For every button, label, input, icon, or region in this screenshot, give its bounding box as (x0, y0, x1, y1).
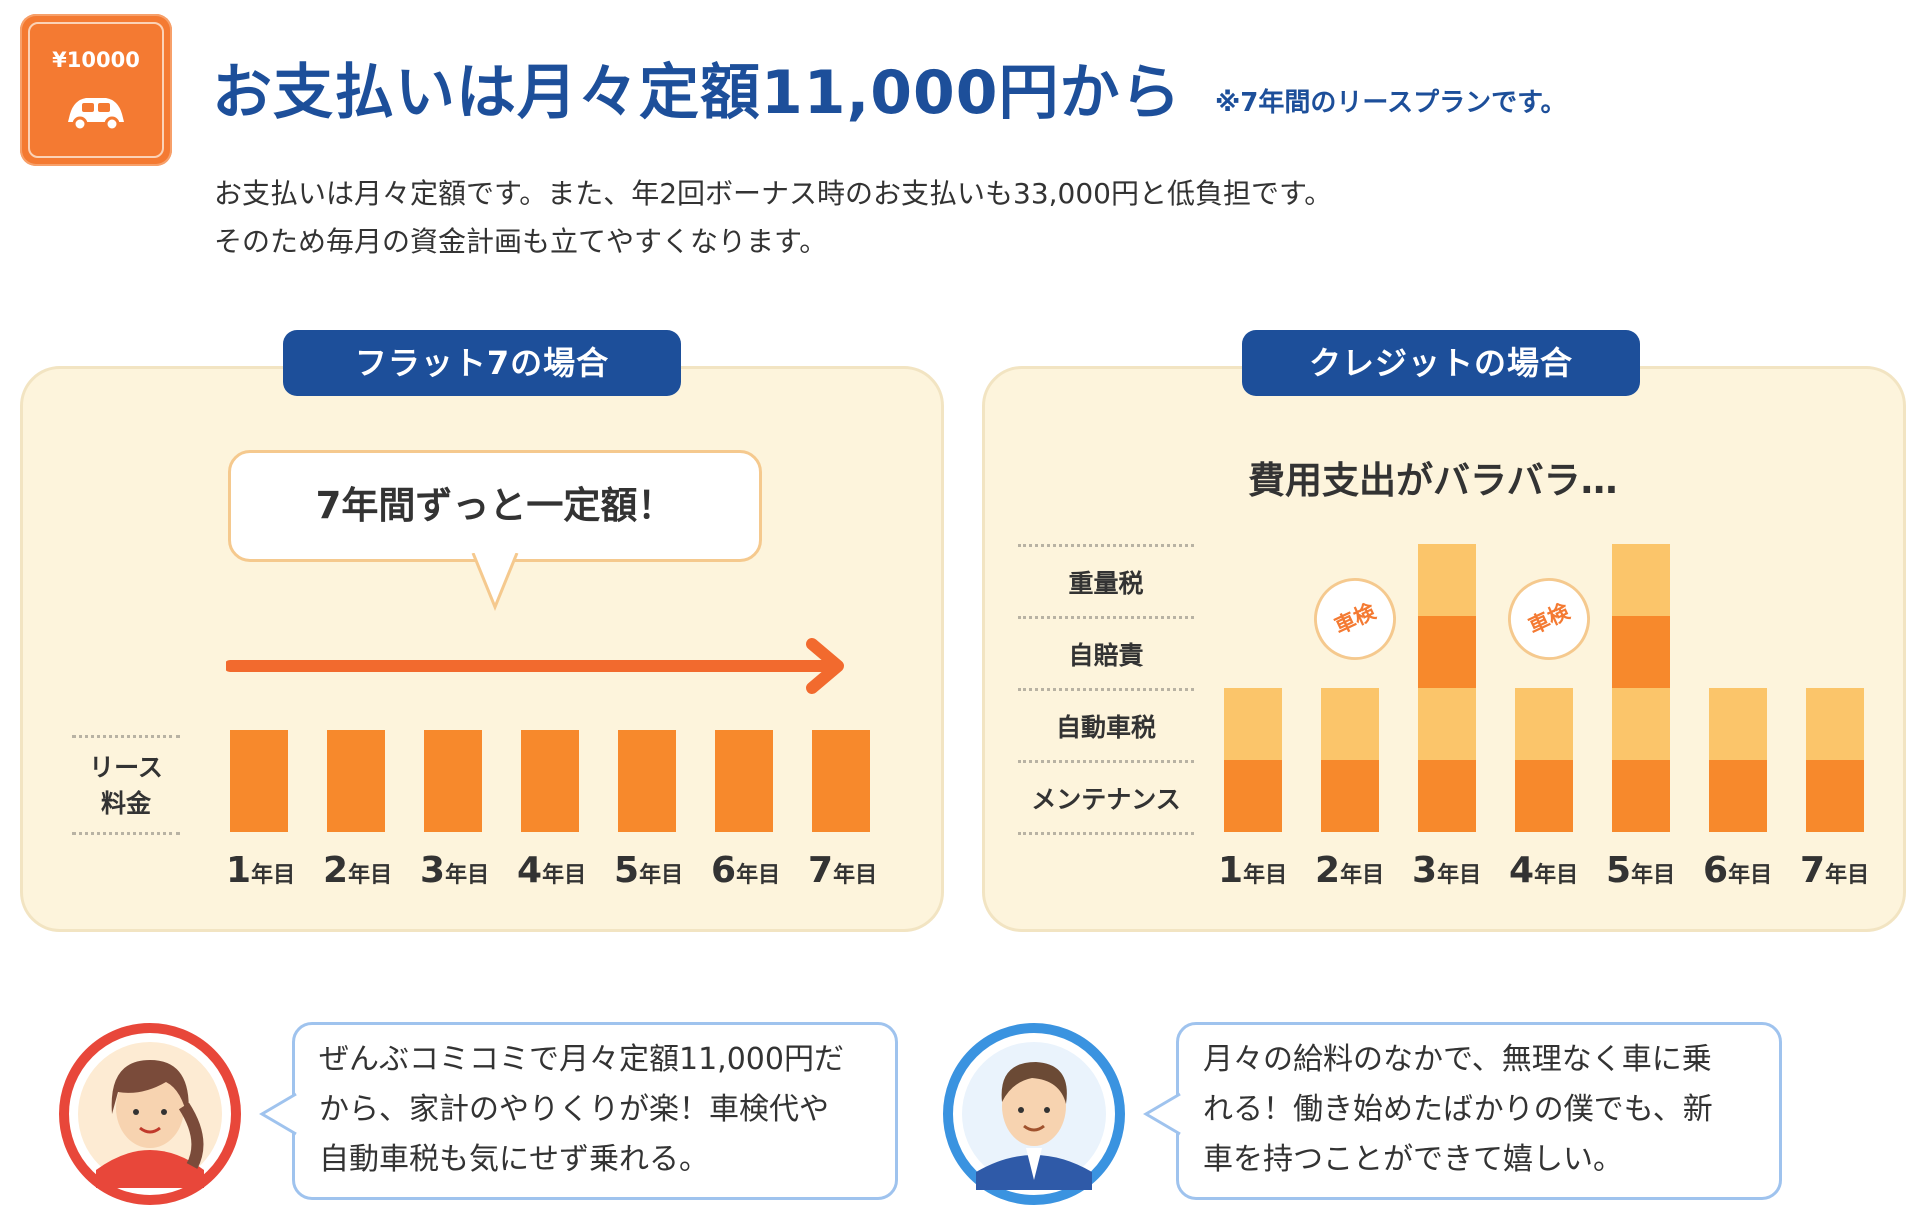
credit-bar-2-seg-2 (1321, 688, 1379, 760)
credit-row-label-2: 自賠責 (1068, 641, 1144, 670)
flat7-speech-bubble: 7年間ずっと一定額！ (228, 450, 762, 562)
credit-bar-5-seg-3 (1612, 616, 1670, 688)
credit-bar-7-seg-2 (1806, 688, 1864, 760)
car-icon (68, 98, 124, 132)
man-avatar (943, 1023, 1125, 1205)
credit-title: 費用支出がバラバラ… (1248, 459, 1618, 502)
flat7-year-label-5: 5年目 (614, 850, 684, 891)
testimonial-2-line-1: 月々の給料のなかで、無理なく車に乗 (1203, 1042, 1712, 1077)
bubble-tail-2 (1143, 1092, 1181, 1136)
credit-row-label-1: 重量税 (1068, 569, 1144, 598)
bubble-tail (471, 553, 519, 611)
headline-note: ※7年間のリースプランです。 (1215, 88, 1567, 118)
credit-bar-2-seg-1 (1321, 760, 1379, 832)
credit-row-label-3: 自動車税 (1055, 713, 1156, 742)
lease-fee-label-line-1: リース (89, 753, 163, 782)
lead-line-2: そのため毎月の資金計画も立てやすくなります。 (214, 225, 828, 258)
lease-fee-bar-7 (812, 730, 870, 832)
lease-fee-bar-2 (327, 730, 385, 832)
credit-divider-2 (1018, 688, 1194, 691)
flat7-year-axis: 1年目 2年目 3年目 4年目 5年目 6年目 7年目 (0, 850, 960, 900)
lease-fee-label-line-2: 料金 (100, 789, 151, 818)
lease-fee-bar-1 (230, 730, 288, 832)
logo-text: ¥10000 (52, 48, 140, 72)
credit-bar-3-seg-3 (1418, 616, 1476, 688)
woman-avatar (59, 1023, 241, 1205)
lease-fee-label: リース 料金 (72, 750, 180, 822)
page-headline: お支払いは月々定額11,000円から (212, 58, 1182, 128)
lease-fee-bar-5 (618, 730, 676, 832)
testimonial-1-line-1: ぜんぶコミコミで月々定額11,000円だ (319, 1042, 844, 1077)
yen-car-logo: ¥10000 (20, 14, 172, 166)
bubble-tail-1 (259, 1092, 297, 1136)
credit-divider-1 (1018, 616, 1194, 619)
credit-bar-1-seg-1 (1224, 760, 1282, 832)
credit-divider-0 (1018, 544, 1194, 547)
credit-row-labels: 重量税自賠責自動車税メンテナンス (1018, 540, 1194, 840)
testimonial-bubble-1: ぜんぶコミコミで月々定額11,000円だ から、家計のやりくりが楽！車検代や 自… (292, 1022, 898, 1200)
credit-year-label-2: 2年目 (1315, 850, 1385, 891)
flat7-tab: フラット7の場合 (283, 330, 681, 396)
lead-line-1: お支払いは月々定額です。また、年2回ボーナス時のお支払いも33,000円と低負担… (214, 177, 1333, 210)
credit-bar-5-seg-1 (1612, 760, 1670, 832)
credit-year-label-3: 3年目 (1412, 850, 1482, 891)
credit-year-label-4: 4年目 (1509, 850, 1579, 891)
credit-bar-3-seg-1 (1418, 760, 1476, 832)
credit-tab: クレジットの場合 (1242, 330, 1640, 396)
credit-bar-5-seg-4 (1612, 544, 1670, 616)
testimonial-2-line-2: れる！働き始めたばかりの僕でも、新 (1203, 1092, 1713, 1127)
flat7-divider-top (72, 735, 180, 738)
lease-fee-bar-3 (424, 730, 482, 832)
testimonial-bubble-2: 月々の給料のなかで、無理なく車に乗 れる！働き始めたばかりの僕でも、新 車を持つ… (1176, 1022, 1782, 1200)
testimonial-2-line-3: 車を持つことができて嬉しい。 (1203, 1142, 1623, 1177)
flat7-year-label-4: 4年目 (517, 850, 587, 891)
credit-year-axis: 1年目 2年目 3年目 4年目 5年目 6年目 7年目 (960, 850, 1920, 900)
flat7-year-label-7: 7年目 (808, 850, 878, 891)
credit-bar-5-seg-2 (1612, 688, 1670, 760)
credit-bar-4-seg-1 (1515, 760, 1573, 832)
credit-bar-3-seg-2 (1418, 688, 1476, 760)
credit-bar-7-seg-1 (1806, 760, 1864, 832)
credit-bar-3-seg-4 (1418, 544, 1476, 616)
credit-divider-3 (1018, 760, 1194, 763)
credit-bar-chart (1224, 544, 1864, 832)
flat7-year-label-1: 1年目 (226, 850, 296, 891)
lease-fee-bar-6 (715, 730, 773, 832)
testimonial-1-line-2: から、家計のやりくりが楽！車検代や (319, 1092, 829, 1127)
credit-year-label-6: 6年目 (1703, 850, 1773, 891)
credit-bar-1-seg-2 (1224, 688, 1282, 760)
flat7-year-label-2: 2年目 (323, 850, 393, 891)
credit-year-label-5: 5年目 (1606, 850, 1676, 891)
lease-fee-bar-4 (521, 730, 579, 832)
constant-arrow (226, 638, 844, 694)
credit-bar-6-seg-2 (1709, 688, 1767, 760)
testimonial-1-line-3: 自動車税も気にせず乗れる。 (319, 1142, 709, 1177)
credit-divider-4 (1018, 832, 1194, 835)
flat7-year-label-6: 6年目 (711, 850, 781, 891)
credit-bar-4-seg-2 (1515, 688, 1573, 760)
flat7-year-label-3: 3年目 (420, 850, 490, 891)
credit-bar-6-seg-1 (1709, 760, 1767, 832)
credit-row-label-4: メンテナンス (1031, 785, 1181, 814)
credit-year-label-1: 1年目 (1218, 850, 1288, 891)
flat7-divider-bottom (72, 832, 180, 835)
credit-year-label-7: 7年目 (1800, 850, 1870, 891)
flat7-bar-chart (230, 730, 870, 832)
